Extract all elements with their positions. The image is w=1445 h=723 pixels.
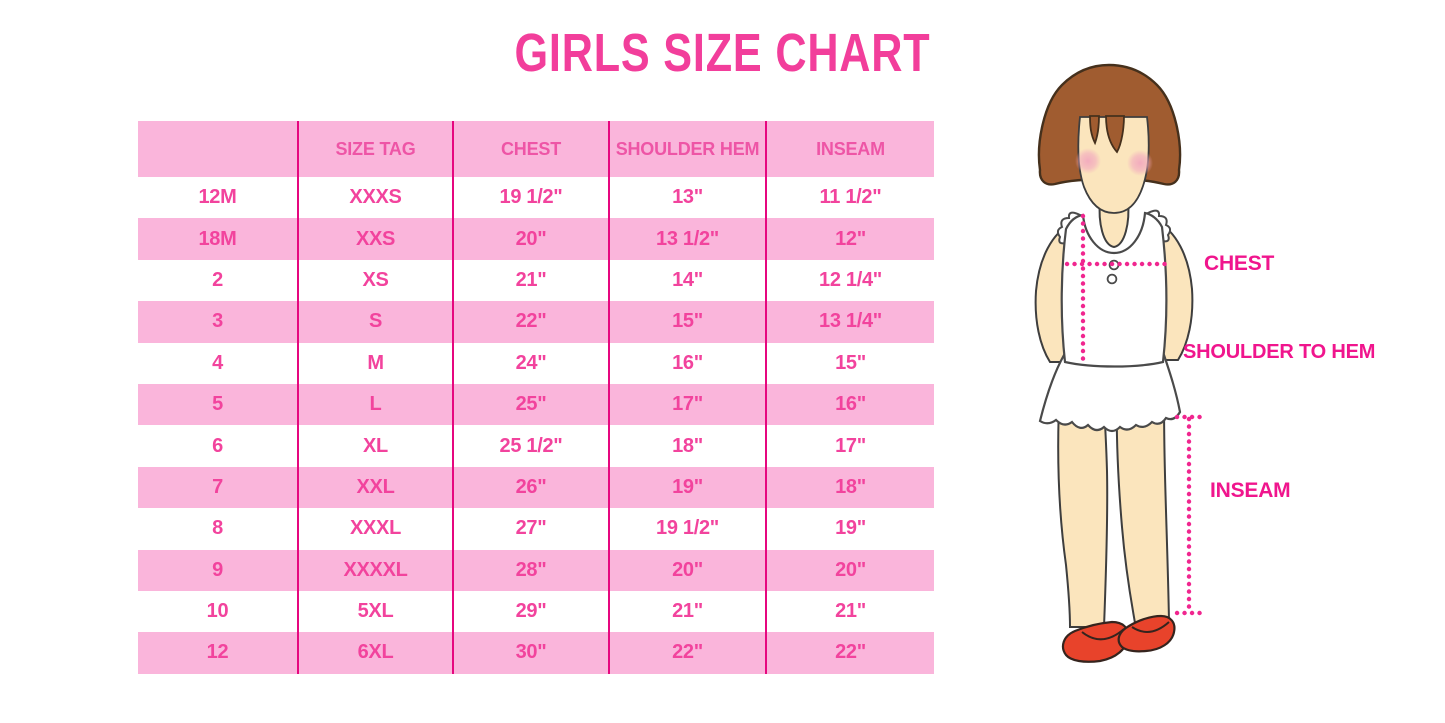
- table-cell: 19 1/2": [608, 508, 765, 550]
- table-cell: 13": [608, 177, 765, 219]
- table-body: 12M XXXS 19 1/2" 13" 11 1/2" 18M XXS 20" 13 1/2"…: [138, 177, 934, 674]
- table-cell: 5XL: [297, 590, 452, 633]
- shoe-right-strap: [1131, 621, 1170, 633]
- blush-right: [1127, 150, 1153, 176]
- table-cell: 6XL: [297, 632, 452, 674]
- table-cell: 15": [765, 342, 934, 384]
- table-cell: 25 1/2": [452, 425, 608, 467]
- table-row: 12M XXXS 19 1/2" 13" 11 1/2": [138, 177, 934, 219]
- table-cell: 19": [765, 508, 934, 550]
- table-row: 4 M 24" 16" 15": [138, 342, 934, 384]
- table-row: 10 5XL 29" 21" 21": [138, 590, 934, 633]
- table-cell: L: [297, 383, 452, 426]
- table-cell: 6: [212, 434, 223, 457]
- table-row: 12 6XL 30" 22" 22": [138, 632, 934, 674]
- shoe-right: [1117, 614, 1176, 653]
- table-cell: 2: [212, 268, 223, 291]
- table-cell: 13 1/4": [765, 301, 934, 343]
- bang-strand-right: [1105, 115, 1125, 154]
- table-cell: 29": [452, 590, 608, 633]
- table-cell: 25": [452, 383, 608, 426]
- table-cell: 20": [765, 549, 934, 591]
- column-header: SIZE TAG: [297, 121, 452, 177]
- table-cell: XL: [297, 425, 452, 467]
- table-cell: 12: [206, 641, 229, 664]
- bang-strand-left: [1089, 115, 1100, 146]
- table-cell: 21": [452, 259, 608, 302]
- table-cell: 13 1/2": [608, 218, 765, 260]
- table-row: 6 XL 25 1/2" 18" 17": [138, 425, 934, 467]
- table-cell: 16": [765, 383, 934, 426]
- table-cell: 8: [212, 517, 223, 540]
- table-cell: 22": [765, 632, 934, 674]
- table-cell: 15": [608, 301, 765, 343]
- blush-left: [1075, 148, 1101, 174]
- table-cell: 30": [452, 632, 608, 674]
- column-header: SHOULDER HEM: [608, 121, 765, 177]
- table-cell: 3: [212, 310, 223, 333]
- table-cell: 27": [452, 508, 608, 550]
- table-cell: 21": [765, 590, 934, 633]
- skirt: [1038, 353, 1182, 433]
- table-cell: 9: [212, 558, 223, 581]
- shirt-button-bottom: [1106, 273, 1118, 285]
- shoulder-to-hem-label: SHOULDER TO HEM: [1183, 341, 1376, 363]
- table-cell: 12M: [198, 186, 237, 209]
- table-cell: XS: [297, 259, 452, 302]
- table-cell: XXL: [297, 466, 452, 509]
- table-cell: M: [297, 342, 452, 384]
- table-row: 2 XS 21" 14" 12 1/4": [138, 259, 934, 302]
- table-cell: 7: [212, 475, 223, 498]
- page-title: GIRLS SIZE CHART: [514, 23, 931, 83]
- table-cell: 11 1/2": [765, 177, 934, 219]
- table-cell: 18M: [198, 227, 237, 250]
- table-cell: 22": [452, 301, 608, 343]
- table-row: 18M XXS 20" 13 1/2" 12": [138, 218, 934, 260]
- girl-illustration: [1034, 63, 1206, 663]
- column-header: CHEST: [452, 121, 608, 177]
- table-cell: XXXS: [297, 177, 452, 219]
- table-cell: 24": [452, 342, 608, 384]
- table-cell: 20": [452, 218, 608, 260]
- table-cell: XXS: [297, 218, 452, 260]
- table-cell: 12 1/4": [765, 259, 934, 302]
- size-chart-table: SIZE TAG CHEST SHOULDER HEM INSEAM 12M XXXS 1…: [138, 121, 934, 674]
- table-cell: 12": [765, 218, 934, 260]
- table-cell: 21": [608, 590, 765, 633]
- table-row: 5 L 25" 17" 16": [138, 383, 934, 426]
- table-cell: 19 1/2": [452, 177, 608, 219]
- table-cell: 4: [212, 351, 223, 374]
- shirt: [1060, 211, 1168, 368]
- table-cell: S: [297, 301, 452, 343]
- table-cell: 17": [765, 425, 934, 467]
- column-header: [138, 121, 297, 177]
- table-cell: XXXXL: [297, 549, 452, 591]
- table-cell: 18": [765, 466, 934, 509]
- table-cell: 16": [608, 342, 765, 384]
- table-cell: 22": [608, 632, 765, 674]
- table-row: 3 S 22" 15" 13 1/4": [138, 301, 934, 343]
- table-cell: 26": [452, 466, 608, 509]
- table-cell: XXXL: [297, 508, 452, 550]
- inseam-label: INSEAM: [1210, 479, 1291, 502]
- column-header: INSEAM: [765, 121, 934, 177]
- table-cell: 28": [452, 549, 608, 591]
- table-cell: 18": [608, 425, 765, 467]
- table-cell: 14": [608, 259, 765, 302]
- chest-label: CHEST: [1204, 252, 1275, 275]
- table-row: 7 XXL 26" 19" 18": [138, 466, 934, 509]
- table-cell: 5: [212, 393, 223, 416]
- shoe-left: [1061, 620, 1130, 663]
- table-header-row: SIZE TAG CHEST SHOULDER HEM INSEAM: [138, 121, 934, 177]
- table-cell: 19": [608, 466, 765, 509]
- table-cell: 10: [206, 600, 229, 623]
- table-row: 9 XXXXL 28" 20" 20": [138, 549, 934, 591]
- table-cell: 17": [608, 383, 765, 426]
- table-cell: 20": [608, 549, 765, 591]
- table-row: 8 XXXL 27" 19 1/2" 19": [138, 508, 934, 550]
